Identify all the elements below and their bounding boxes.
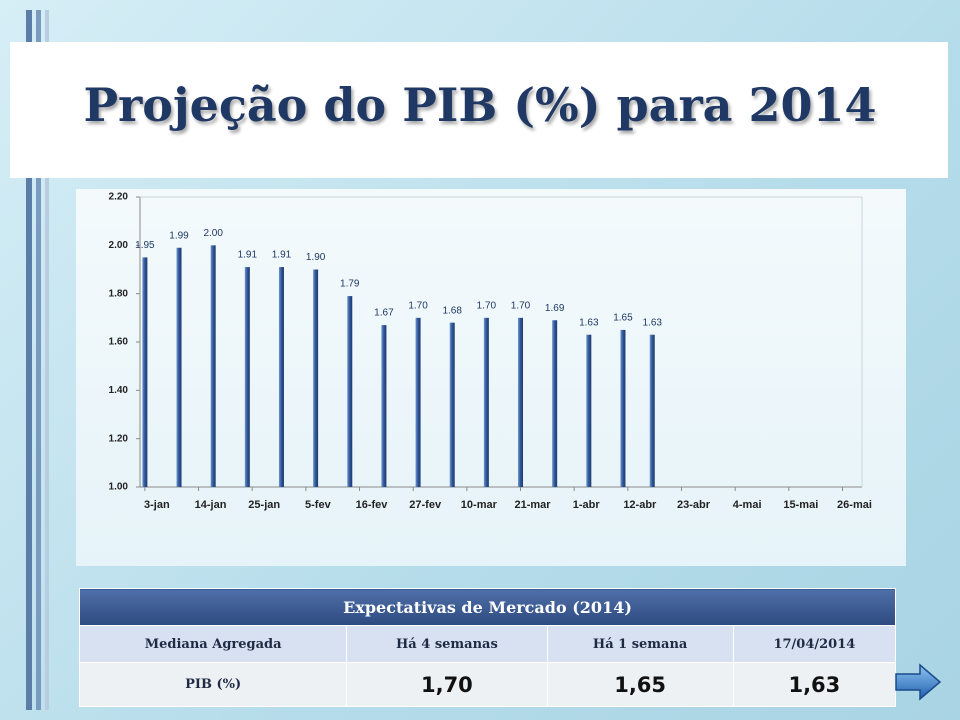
slide-title: Projeção do PIB (%) para 2014 (83, 78, 877, 132)
header-cell: 17/04/2014 (732, 625, 897, 663)
data-label: 1.63 (642, 317, 662, 328)
x-tick-label: 4-mai (733, 499, 762, 511)
x-tick-label: 14-jan (195, 499, 227, 511)
cell: 1,65 (546, 662, 734, 707)
x-tick-label: 25-jan (248, 499, 280, 511)
stripe (45, 10, 49, 710)
data-label: 1.91 (238, 250, 258, 261)
x-tick-label: 23-abr (677, 499, 711, 511)
data-label: 1.69 (545, 303, 565, 314)
data-label: 1.90 (306, 252, 326, 263)
cell: 1,63 (732, 662, 897, 707)
y-tick-label: 1.40 (109, 385, 129, 396)
bar (278, 267, 284, 487)
x-tick-label: 16-fev (356, 499, 389, 511)
bar (415, 317, 421, 487)
x-tick-label: 12-abr (623, 499, 657, 511)
bar (620, 329, 626, 487)
cell: 1,70 (346, 662, 548, 707)
y-tick-label: 2.20 (109, 192, 129, 203)
header-cell: Há 1 semana (546, 625, 734, 663)
data-label: 1.91 (272, 250, 292, 261)
data-label: 1.70 (408, 300, 428, 311)
header-cell: Mediana Agregada (78, 625, 348, 663)
stripe (26, 10, 32, 710)
row-label: PIB (%) (78, 662, 348, 707)
y-tick-label: 1.60 (109, 337, 129, 348)
data-label: 1.79 (340, 279, 360, 290)
x-tick-label: 10-mar (461, 499, 498, 511)
bar (176, 247, 182, 487)
bar (449, 322, 455, 487)
x-tick-label: 26-mai (837, 499, 872, 511)
x-tick-label: 1-abr (573, 499, 601, 511)
x-tick-label: 15-mai (783, 499, 818, 511)
bar (552, 320, 558, 487)
bar (347, 296, 353, 487)
data-label: 1.65 (613, 313, 633, 324)
bar (313, 269, 319, 487)
data-label: 1.95 (135, 240, 155, 251)
bar (210, 245, 216, 487)
data-label: 2.00 (203, 228, 223, 239)
y-tick-label: 1.00 (109, 482, 129, 493)
data-label: 1.70 (477, 300, 497, 311)
data-label: 1.99 (169, 230, 189, 241)
stripe (36, 10, 41, 710)
bar (518, 317, 524, 487)
bar (483, 317, 489, 487)
data-label: 1.67 (374, 308, 394, 319)
bar (649, 334, 655, 487)
bar (142, 257, 148, 487)
x-tick-label: 21-mar (514, 499, 551, 511)
y-tick-label: 1.20 (109, 433, 129, 444)
x-tick-label: 3-jan (144, 499, 170, 511)
header-cell: Há 4 semanas (346, 625, 548, 663)
title-band (10, 42, 948, 178)
y-tick-label: 2.00 (109, 240, 129, 251)
table: Expectativas de Mercado (2014) Mediana A… (78, 588, 897, 707)
y-tick-label: 1.80 (109, 288, 129, 299)
table-title: Expectativas de Mercado (2014) (79, 588, 896, 626)
x-tick-label: 27-fev (409, 499, 442, 511)
bar (244, 267, 250, 487)
bar (586, 334, 592, 487)
data-label: 1.68 (442, 305, 462, 316)
data-label: 1.70 (511, 300, 531, 311)
next-button[interactable] (894, 662, 944, 702)
bar (381, 325, 387, 487)
x-tick-label: 5-fev (305, 499, 332, 511)
data-label: 1.63 (579, 317, 599, 328)
